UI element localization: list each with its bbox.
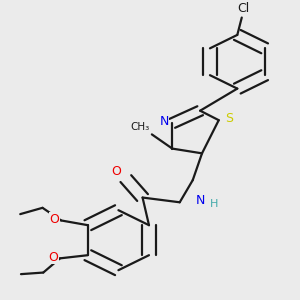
- Text: N: N: [159, 115, 169, 128]
- Text: Cl: Cl: [238, 2, 250, 15]
- Text: O: O: [112, 165, 122, 178]
- Text: CH₃: CH₃: [130, 122, 150, 132]
- Text: S: S: [225, 112, 233, 125]
- Text: O: O: [48, 250, 58, 264]
- Text: O: O: [50, 213, 59, 226]
- Text: N: N: [196, 194, 205, 207]
- Text: H: H: [210, 199, 218, 209]
